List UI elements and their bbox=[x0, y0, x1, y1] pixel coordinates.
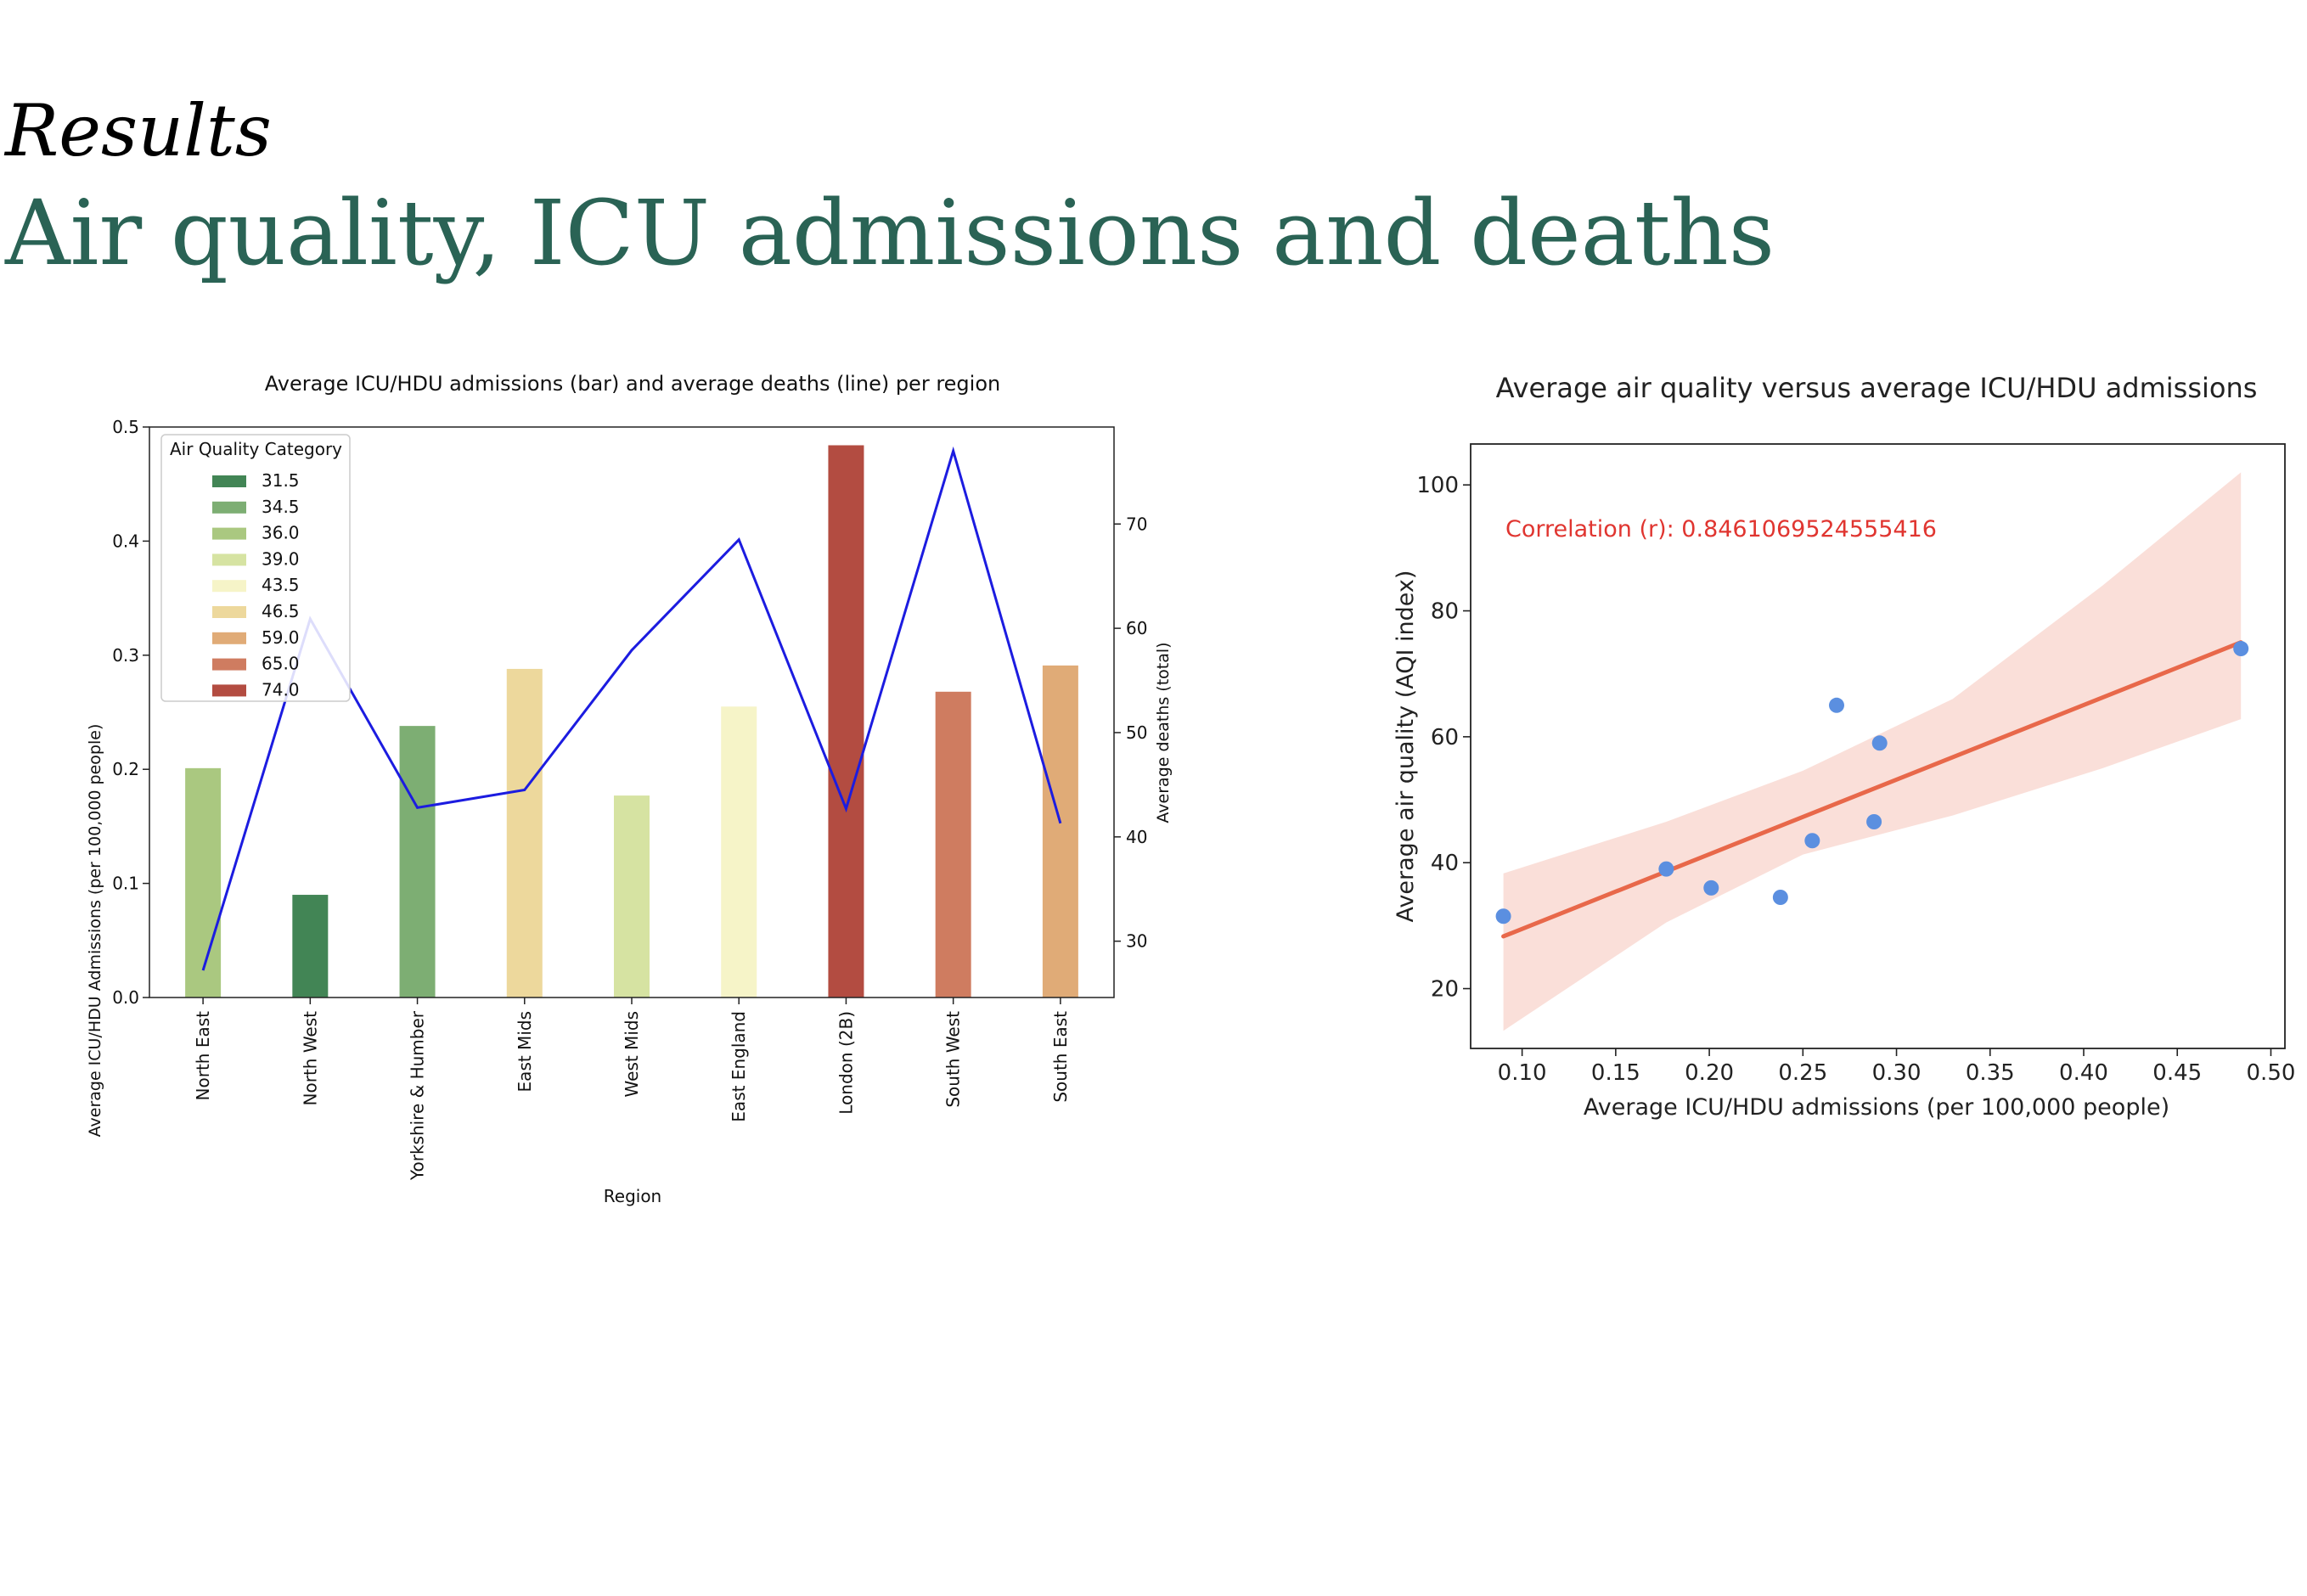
y2-tick-label: 60 bbox=[1126, 618, 1147, 638]
x-tick-label: 0.10 bbox=[1498, 1060, 1547, 1086]
bar-east-mids bbox=[506, 668, 543, 997]
confidence-band bbox=[1503, 472, 2242, 1031]
x-tick-label: North East bbox=[193, 1011, 213, 1101]
x-tick-label: Yorkshire & Humber bbox=[408, 1010, 428, 1181]
x-tick-label: 0.25 bbox=[1778, 1060, 1827, 1086]
chart2-title: Average air quality versus average ICU/H… bbox=[1496, 372, 2258, 404]
legend-swatch bbox=[212, 580, 246, 593]
bar-north-west bbox=[292, 895, 329, 997]
x-tick-label: 0.15 bbox=[1591, 1060, 1640, 1086]
x-tick-label: London (2B) bbox=[836, 1011, 856, 1115]
scatter-point bbox=[1772, 890, 1788, 905]
scatter-point bbox=[1703, 879, 1719, 896]
bar-yorkshire-humber bbox=[399, 726, 436, 997]
y-tick-label: 0.1 bbox=[112, 874, 139, 894]
y-tick-label: 0.5 bbox=[112, 417, 139, 437]
chart2-ylabel: Average air quality (AQI index) bbox=[1393, 570, 1419, 923]
correlation-annotation: Correlation (r): 0.8461069524555416 bbox=[1505, 516, 1937, 542]
y-tick-label: 40 bbox=[1431, 851, 1459, 876]
y2-tick-label: 50 bbox=[1126, 722, 1147, 743]
legend-label: 36.0 bbox=[262, 523, 300, 543]
y-tick-label: 60 bbox=[1431, 725, 1459, 750]
section-kicker: Results bbox=[5, 89, 272, 172]
scatter-point bbox=[1495, 908, 1511, 924]
legend-swatch bbox=[212, 501, 246, 514]
x-tick-label: 0.45 bbox=[2152, 1060, 2202, 1086]
bar-line-chart: Average ICU/HDU admissions (bar) and ave… bbox=[86, 372, 1173, 1206]
legend-swatch bbox=[212, 684, 246, 697]
legend-swatch bbox=[212, 527, 246, 540]
x-tick-label: 0.40 bbox=[2059, 1060, 2108, 1086]
scatter-chart: Average air quality versus average ICU/H… bbox=[1393, 372, 2296, 1121]
chart1-xlabel: Region bbox=[604, 1186, 661, 1206]
legend-swatch bbox=[212, 658, 246, 671]
regression-line bbox=[1501, 640, 2243, 939]
legend: Air Quality Category 31.5 34.5 36.0 39.0 43.5… bbox=[160, 434, 351, 702]
scatter-point bbox=[1866, 814, 1882, 829]
legend-swatch bbox=[212, 475, 246, 487]
chart1-title: Average ICU/HDU admissions (bar) and ave… bbox=[265, 372, 1000, 396]
scatter-point bbox=[2233, 641, 2249, 657]
chart2-xlabel: Average ICU/HDU admissions (per 100,000 … bbox=[1584, 1094, 2169, 1121]
bar-london-2b bbox=[828, 445, 864, 997]
y2-tick-label: 30 bbox=[1126, 931, 1147, 952]
x-tick-label: West Mids bbox=[622, 1011, 642, 1097]
y-tick-label: 0.3 bbox=[112, 645, 139, 666]
legend-label: 74.0 bbox=[262, 679, 300, 700]
y-tick-label: 20 bbox=[1431, 977, 1459, 1003]
bar-north-east bbox=[185, 767, 222, 997]
legend-label: 39.0 bbox=[262, 548, 300, 569]
chart1-ylabel: Average ICU/HDU Admissions (per 100,000 … bbox=[86, 724, 104, 1138]
legend-frame bbox=[160, 434, 351, 702]
x-tick-label: South West bbox=[943, 1011, 964, 1108]
y2-tick-label: 70 bbox=[1126, 514, 1147, 534]
legend-label: 43.5 bbox=[262, 575, 300, 595]
legend-label: 65.0 bbox=[262, 654, 300, 674]
legend-swatch bbox=[212, 606, 246, 618]
legend-swatch bbox=[212, 632, 246, 644]
legend-label: 46.5 bbox=[262, 601, 300, 621]
y-tick-label: 0.2 bbox=[112, 759, 139, 779]
y-tick-label: 0.0 bbox=[112, 987, 139, 1008]
slide-title: Air quality, ICU admissions and deaths bbox=[5, 181, 1775, 285]
x-tick-label: 0.30 bbox=[1872, 1060, 1922, 1086]
scatter-point bbox=[1658, 861, 1674, 877]
bar-west-mids bbox=[614, 795, 650, 997]
legend-swatch bbox=[212, 554, 246, 566]
x-tick-label: 0.20 bbox=[1685, 1060, 1734, 1086]
y2-tick-label: 40 bbox=[1126, 827, 1147, 847]
x-tick-label: 0.50 bbox=[2247, 1060, 2296, 1086]
x-tick-label: East England bbox=[729, 1011, 749, 1122]
bar-south-east bbox=[1042, 665, 1078, 997]
x-tick-label: 0.35 bbox=[1966, 1060, 2015, 1086]
scatter-point bbox=[1804, 833, 1820, 849]
y-tick-label: 80 bbox=[1431, 599, 1459, 625]
legend-title: Air Quality Category bbox=[170, 439, 342, 459]
x-tick-label: East Mids bbox=[515, 1011, 535, 1092]
scatter-point bbox=[1871, 735, 1888, 751]
chart1-y2label: Average deaths (total) bbox=[1154, 642, 1173, 823]
y-tick-label: 0.4 bbox=[112, 531, 139, 551]
plot-frame bbox=[1470, 443, 2286, 1049]
bar-south-west bbox=[935, 691, 971, 997]
bar-east-england bbox=[721, 706, 757, 997]
scatter-point bbox=[1828, 697, 1844, 713]
x-tick-label: South East bbox=[1050, 1011, 1071, 1103]
x-tick-label: North West bbox=[300, 1011, 320, 1106]
legend-label: 34.5 bbox=[262, 497, 300, 517]
y-tick-label: 100 bbox=[1416, 473, 1459, 498]
legend-label: 31.5 bbox=[262, 470, 300, 491]
legend-label: 59.0 bbox=[262, 627, 300, 648]
